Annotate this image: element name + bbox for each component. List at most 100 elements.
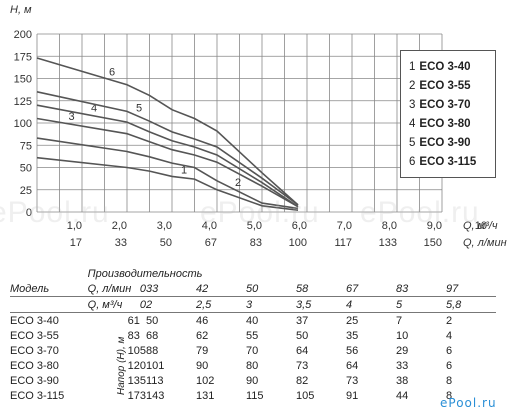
head-value: 40 (246, 314, 259, 327)
head-value: 88 (146, 344, 159, 357)
model-name: ECO 3-70 (10, 344, 59, 357)
y-tick-label: 75 (20, 140, 32, 152)
q-lmin-value: 33 (146, 282, 159, 295)
x-tick-label-m3h: 4,0 (202, 220, 217, 232)
x-axis-label-lmin: Q, л/мин (463, 237, 507, 249)
head-value: 37 (296, 314, 309, 327)
head-value: 115 (246, 389, 264, 402)
head-value: 8 (446, 389, 453, 402)
table-row: ECO 3-80 120 101 90 80 73 64 33 6 (10, 358, 496, 373)
model-name: ECO 3-115 (10, 389, 65, 402)
y-tick-label: 125 (14, 96, 32, 108)
y-tick-label: 25 (20, 185, 32, 197)
q-m3h-value: 5,8 (446, 298, 462, 311)
head-value: 25 (346, 314, 359, 327)
q-m3h-value: 3,5 (296, 298, 312, 311)
table-row: ECO 3-55 83 68 62 55 50 35 10 4 (10, 328, 496, 343)
q-lmin-value: 42 (196, 282, 209, 295)
perf-header: Производительность (87, 267, 203, 280)
y-axis-label: Н, м (10, 4, 32, 16)
q-m3h-label: Q, м³/ч 0 (87, 296, 146, 313)
x-tick-label-m3h: 9,0 (427, 220, 442, 232)
legend-item: 5 ECO 3-90 (409, 137, 471, 149)
head-value: 29 (396, 344, 409, 357)
head-value: 79 (196, 344, 209, 357)
head-value: 113 (146, 374, 164, 387)
model-name: ECO 3-40 (10, 314, 59, 327)
q-m3h-value: 0 (139, 298, 146, 311)
head-value: 50 (296, 329, 309, 342)
legend-item: 4 ECO 3-80 (409, 118, 471, 130)
head-value: 38 (396, 374, 409, 387)
performance-table: Производительность Модель Q, л/мин 0 33 4… (10, 266, 496, 403)
head-value: 56 (346, 344, 359, 357)
head-value: 80 (246, 359, 259, 372)
head-value: 4 (446, 329, 453, 342)
curve-series-5 (36, 91, 299, 206)
head-value: 73 (296, 359, 309, 372)
curve-label-2: 2 (235, 177, 241, 189)
head-value: 120 (127, 359, 146, 372)
curve-label-1: 1 (181, 164, 187, 176)
x-tick-label-lmin: 117 (334, 237, 352, 249)
x-tick-label-lmin: 83 (250, 237, 262, 249)
head-value: 35 (346, 329, 359, 342)
curve-series-4 (36, 104, 299, 208)
head-value: 33 (396, 359, 409, 372)
brand-logo: ePool.ru (440, 396, 497, 410)
legend-item: 1 ECO 3-40 (409, 61, 471, 73)
head-value: 101 (146, 359, 165, 372)
head-value: 46 (196, 314, 209, 327)
q-m3h-value: 4 (346, 298, 353, 311)
head-value: 90 (246, 374, 259, 387)
x-tick-label-lmin: 100 (289, 237, 307, 249)
curve-label-4: 4 (91, 102, 97, 114)
head-value: 61 (127, 314, 140, 327)
head-value: 8 (446, 374, 453, 387)
chart-grid (36, 33, 443, 213)
curve-label-6: 6 (109, 66, 115, 78)
x-tick-label-lmin: 17 (70, 237, 82, 249)
x-tick-label-m3h: 1,0 (67, 220, 82, 232)
x-axis-label-m3h: Q, м³/ч (463, 220, 498, 232)
legend-item: 6 ECO 3-115 (409, 156, 477, 168)
x-tick-label-m3h: 10 (475, 220, 487, 232)
head-value: 6 (446, 344, 453, 357)
head-value: 143 (146, 389, 165, 402)
chart-legend: 1 ECO 3-40 2 ECO 3-55 3 ECO 3-70 4 ECO 3-80 … (400, 50, 496, 178)
x-tick-label-m3h: 8,0 (382, 220, 397, 232)
y-tick-label: 150 (14, 74, 32, 86)
table-row: ECO 3-40 61 50 46 40 37 25 7 2 (10, 313, 496, 329)
head-value: 83 (127, 329, 140, 342)
q-lmin-label: Q, л/мин 0 (87, 281, 146, 297)
head-value: 173 (127, 389, 146, 402)
watermark: ePool.ru (0, 196, 110, 229)
x-tick-label-lmin: 150 (424, 237, 442, 249)
table-row: ECO 3-90 135 113 102 90 82 73 38 8 (10, 373, 496, 388)
head-value: 7 (396, 314, 403, 327)
x-axis-ticks: 1,0 2,0 3,0 4,0 5,0 6,0 7,0 8,0 9,0 10 17 33 50 67 83 1… (67, 220, 487, 249)
y-tick-label: 50 (20, 163, 32, 175)
head-value: 102 (196, 374, 215, 387)
watermark: ePool.ru (200, 196, 320, 229)
q-lmin-value: 58 (296, 282, 309, 295)
head-value: 91 (346, 389, 359, 402)
head-value: 70 (246, 344, 259, 357)
head-value: 2 (446, 314, 453, 327)
head-label: Напор (Н), м (116, 336, 127, 395)
x-tick-label-m3h: 7,0 (337, 220, 352, 232)
watermark: ePool.ru (360, 196, 480, 229)
head-value: 105 (127, 344, 146, 357)
y-tick-label: 100 (14, 118, 32, 130)
head-value: 68 (146, 329, 159, 342)
x-tick-label-lmin: 50 (160, 237, 172, 249)
y-tick-label: 175 (14, 51, 32, 63)
head-value: 62 (196, 329, 209, 342)
model-name: ECO 3-90 (10, 374, 59, 387)
chart-curves: 1 2 3 4 5 6 (36, 57, 299, 211)
x-tick-label-lmin: 133 (379, 237, 397, 249)
x-tick-label-m3h: 3,0 (157, 220, 172, 232)
model-header: Модель (10, 281, 88, 297)
head-value: 44 (396, 389, 409, 402)
curve-label-3: 3 (69, 111, 75, 123)
